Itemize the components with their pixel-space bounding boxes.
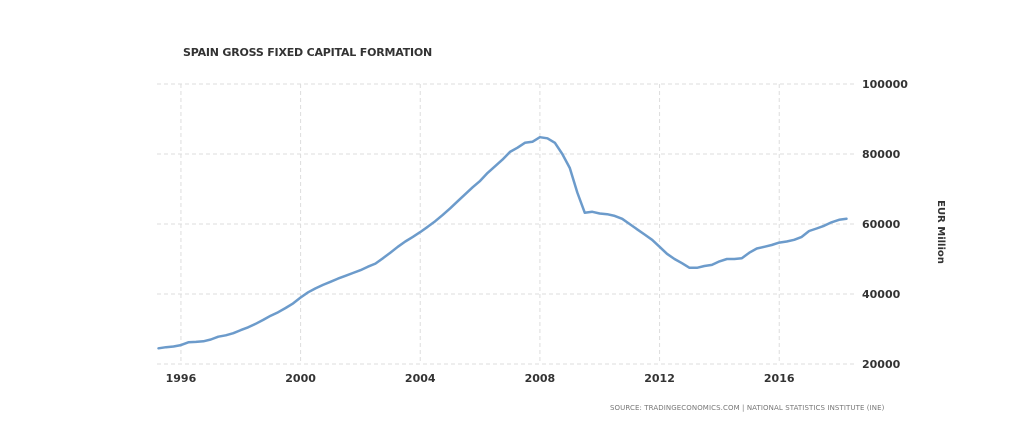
y-axis: 20000 40000 60000 80000 100000 <box>862 78 908 371</box>
chart-title: SPAIN GROSS FIXED CAPITAL FORMATION <box>183 46 433 59</box>
y-tick-label: 40000 <box>862 288 901 301</box>
y-axis-title: EUR Million <box>935 200 946 264</box>
x-tick-label: 2012 <box>644 372 675 385</box>
x-tick-label: 2016 <box>764 372 795 385</box>
series-line <box>157 135 848 350</box>
x-tick-label: 2000 <box>285 372 316 385</box>
y-tick-label: 80000 <box>862 148 901 161</box>
x-tick-label: 2004 <box>405 372 436 385</box>
grid-layer <box>157 83 857 365</box>
series-layer <box>157 135 848 350</box>
x-tick-label: 2008 <box>525 372 556 385</box>
chart-source: SOURCE: TRADINGECONOMICS.COM | NATIONAL … <box>610 404 885 412</box>
y-tick-label: 100000 <box>862 78 908 91</box>
x-tick-label: 1996 <box>166 372 197 385</box>
y-tick-label: 20000 <box>862 358 901 371</box>
y-tick-label: 60000 <box>862 218 901 231</box>
x-axis: 1996 2000 2004 2008 2012 2016 <box>166 372 795 385</box>
